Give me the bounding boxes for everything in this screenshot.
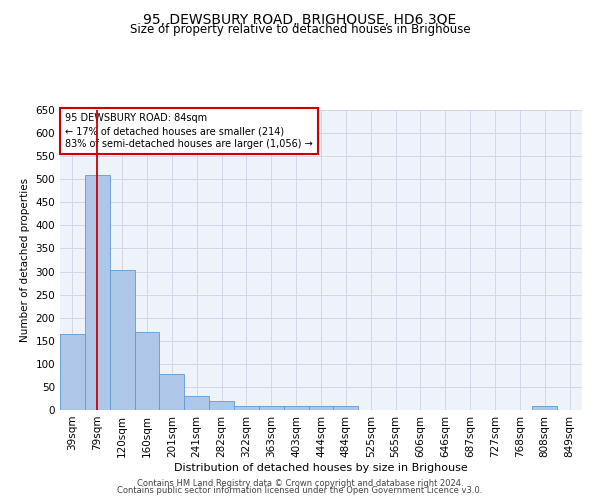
Bar (209, 401, 234, 410)
Bar (532, 406, 557, 410)
Bar (110, 270, 134, 410)
Text: 95 DEWSBURY ROAD: 84sqm
← 17% of detached houses are smaller (214)
83% of semi-d: 95 DEWSBURY ROAD: 84sqm ← 17% of detache… (65, 113, 313, 150)
Bar (308, 406, 334, 410)
Bar (60, 334, 85, 410)
Bar (234, 406, 259, 410)
Bar (184, 396, 209, 410)
Text: Contains public sector information licensed under the Open Government Licence v3: Contains public sector information licen… (118, 486, 482, 495)
Bar (334, 406, 358, 410)
Bar (160, 374, 184, 410)
X-axis label: Distribution of detached houses by size in Brighouse: Distribution of detached houses by size … (174, 462, 468, 472)
Text: Contains HM Land Registry data © Crown copyright and database right 2024.: Contains HM Land Registry data © Crown c… (137, 478, 463, 488)
Bar (134, 332, 160, 410)
Y-axis label: Number of detached properties: Number of detached properties (20, 178, 30, 342)
Text: Size of property relative to detached houses in Brighouse: Size of property relative to detached ho… (130, 22, 470, 36)
Bar (284, 406, 308, 410)
Text: 95, DEWSBURY ROAD, BRIGHOUSE, HD6 3QE: 95, DEWSBURY ROAD, BRIGHOUSE, HD6 3QE (143, 12, 457, 26)
Bar (85, 174, 110, 410)
Bar (259, 406, 284, 410)
